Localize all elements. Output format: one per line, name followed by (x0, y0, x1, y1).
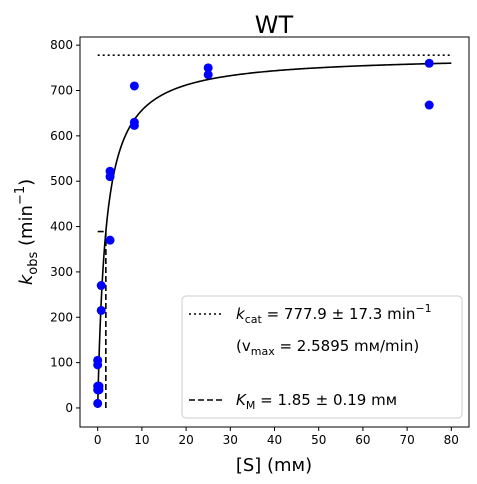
data-point (424, 100, 434, 110)
y-axis-label-close: ) (16, 179, 37, 186)
y-axis-label-sup: −1 (13, 186, 28, 205)
data-point (96, 281, 106, 291)
x-tick-label: 80 (444, 433, 459, 447)
y-axis-label: kobs (min−1) (13, 179, 41, 285)
data-point (129, 117, 139, 127)
y-tick-label: 600 (50, 129, 73, 143)
x-tick-label: 20 (178, 433, 193, 447)
legend-vmax-label: (vmax = 2.5895 mм/min) (236, 337, 419, 358)
x-tick-label: 10 (134, 433, 149, 447)
data-point (93, 398, 103, 408)
legend-kcat-label: kcat = 777.9 ± 17.3 min−1 (236, 302, 432, 326)
y-tick-label: 800 (50, 38, 73, 52)
michaelis-menten-fit-curve (96, 62, 452, 408)
x-axis-label: [S] (mм) (236, 455, 312, 476)
data-point (105, 235, 115, 245)
x-tick-label: 70 (399, 433, 414, 447)
y-axis-label-symbol: k (16, 273, 37, 285)
x-tick-label: 0 (94, 433, 102, 447)
y-tick-label: 400 (50, 220, 73, 234)
data-point (129, 81, 139, 91)
data-points (93, 58, 434, 408)
legend: kcat = 777.9 ± 17.3 min−1 (vmax = 2.5895… (181, 295, 463, 419)
x-tick-label: 30 (223, 433, 238, 447)
legend-box (181, 295, 463, 419)
x-tick-label: 50 (311, 433, 326, 447)
chart-title: WT (255, 11, 294, 39)
x-tick-label: 60 (355, 433, 370, 447)
data-point (93, 355, 103, 365)
y-axis-label-sub: obs (26, 252, 41, 275)
x-tick-label: 40 (267, 433, 282, 447)
y-axis-ticks: 0 100 200 300 400 500 600 700 800 (50, 38, 80, 415)
y-axis-label-unit: (min (16, 205, 37, 252)
data-point (94, 381, 104, 391)
y-tick-label: 100 (50, 356, 73, 370)
y-tick-label: 500 (50, 174, 73, 188)
data-point (96, 305, 106, 315)
data-point (203, 70, 213, 80)
y-tick-label: 700 (50, 84, 73, 98)
y-tick-label: 0 (65, 401, 73, 415)
y-tick-label: 300 (50, 265, 73, 279)
legend-km-label: KM = 1.85 ± 0.19 mм (236, 391, 397, 412)
data-point (203, 63, 213, 73)
svg-text:kobs (min−1): kobs (min−1) (13, 179, 41, 285)
y-tick-label: 200 (50, 310, 73, 324)
x-axis-ticks: 0 10 20 30 40 50 60 70 80 (94, 427, 459, 447)
data-point (424, 58, 434, 68)
data-point (105, 166, 115, 176)
